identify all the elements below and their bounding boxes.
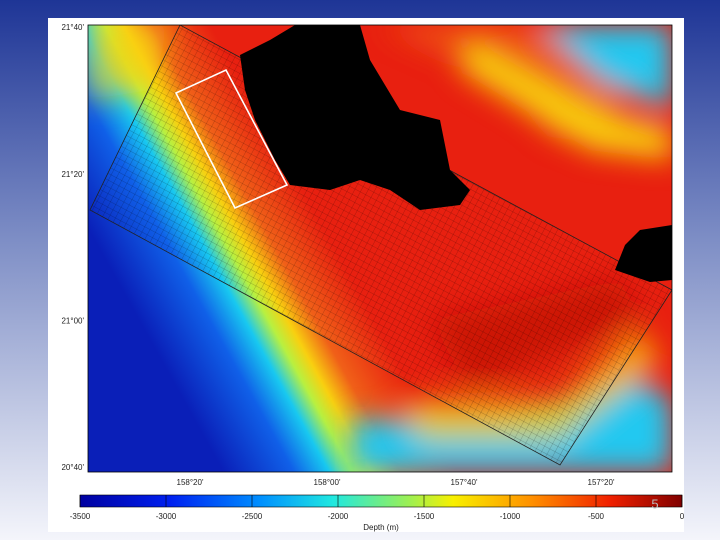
- latitude-label: 20°40': [61, 463, 84, 472]
- longitude-label: 157°40': [451, 478, 478, 487]
- nested-domain-box: [174, 68, 289, 210]
- colorbar-tick-label: -1500: [414, 512, 435, 521]
- longitude-label: 157°20': [588, 478, 615, 487]
- colorbar-tick-label: -3000: [156, 512, 177, 521]
- latitude-labels: 21°40' 21°20' 21°00' 20°40': [61, 23, 84, 472]
- colorbar-tick-label: -1000: [500, 512, 521, 521]
- longitude-labels: 158°20' 158°00' 157°40' 157°20': [177, 478, 615, 487]
- latitude-label: 21°20': [61, 170, 84, 179]
- map: [88, 25, 672, 472]
- model-grid: [89, 25, 672, 466]
- colorbar-tick-label: 0: [680, 512, 685, 521]
- map-frame: [87, 24, 673, 473]
- longitude-label: 158°00': [314, 478, 341, 487]
- harbor: [330, 150, 350, 185]
- colorbar-ticks: -3500 -3000 -2500 -2000 -1500 -1000 -500 0: [70, 495, 685, 521]
- island-molokai: [615, 225, 672, 282]
- latitude-label: 21°40': [61, 23, 84, 32]
- colorbar-label: Depth (m): [363, 523, 399, 532]
- colorbar-tick-label: -500: [588, 512, 605, 521]
- colorbar-tick-label: -2500: [242, 512, 263, 521]
- longitude-label: 158°20': [177, 478, 204, 487]
- slide-number: 5: [651, 496, 658, 511]
- island-oahu: [240, 25, 470, 210]
- colorbar: [79, 494, 683, 508]
- colorbar-tick-label: -3500: [70, 512, 91, 521]
- colorbar-tick-label: -2000: [328, 512, 349, 521]
- latitude-label: 21°00': [61, 316, 84, 325]
